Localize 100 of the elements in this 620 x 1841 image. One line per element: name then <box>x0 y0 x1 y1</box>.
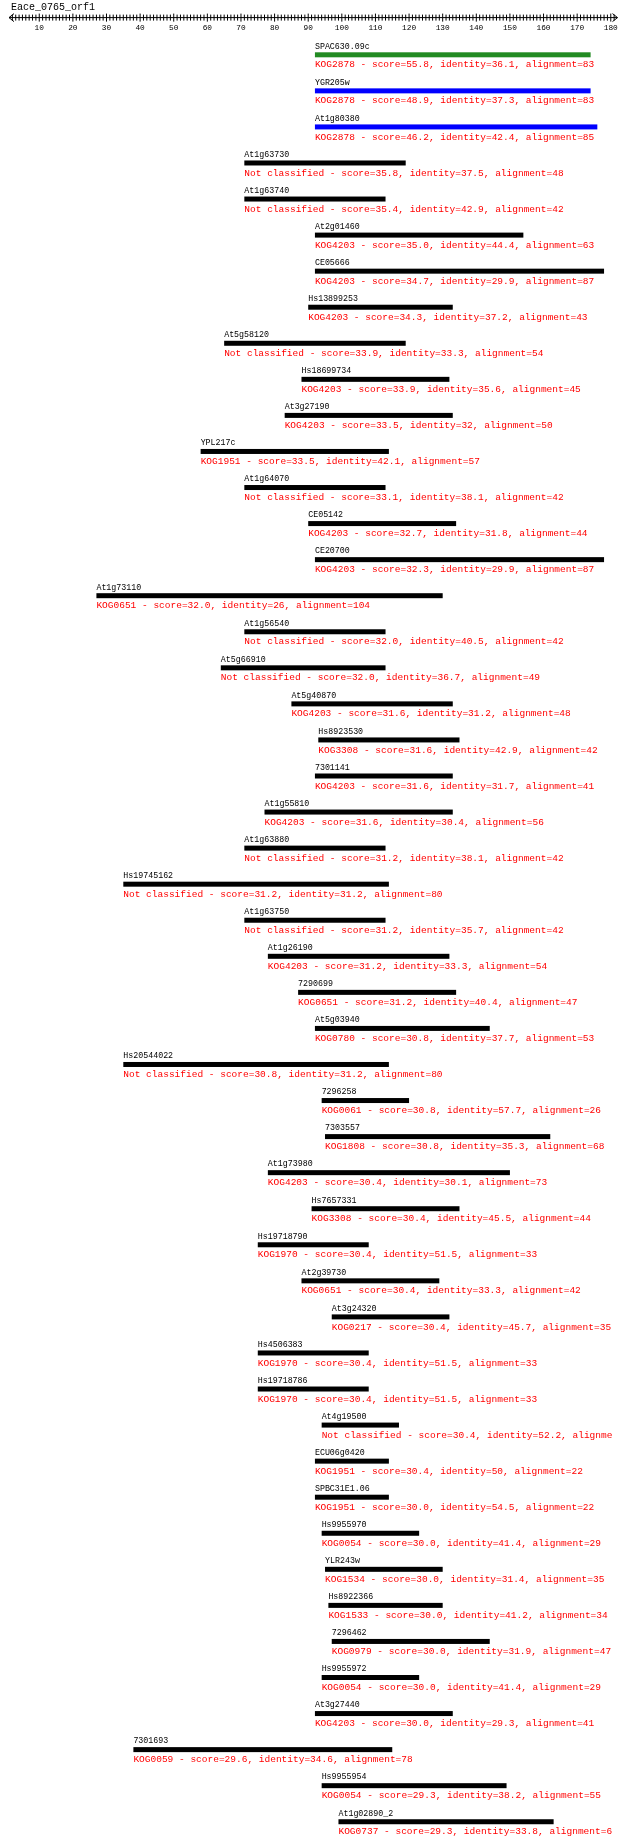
bar <box>311 1206 460 1212</box>
annotation: KOG1534 - score=30.0, identity=31.4, alignment=35 <box>325 1573 605 1585</box>
annotation: KOG4203 - score=31.6, identity=31.2, alignment=48 <box>291 708 572 720</box>
bar <box>301 376 450 382</box>
y-tick-label: Hs8922366 <box>328 1592 374 1602</box>
y-tick-label: YGR205w <box>314 77 350 87</box>
bar <box>298 989 457 995</box>
bar <box>321 1098 410 1104</box>
bar <box>321 1422 399 1428</box>
annotation: KOG4203 - score=30.0, identity=29.3, alignment=41 <box>314 1718 595 1730</box>
y-tick-label: 7301693 <box>133 1736 169 1746</box>
y-tick-label: At1g73110 <box>96 582 142 592</box>
y-tick-label: YPL217c <box>200 438 236 448</box>
y-tick-label: Hs18699734 <box>301 366 352 376</box>
y-tick-label: At3g27190 <box>284 402 330 412</box>
annotation: KOG1970 - score=30.4, identity=51.5, alignment=33 <box>257 1357 538 1369</box>
bar <box>314 773 453 779</box>
y-tick-label: At1g73980 <box>267 1159 313 1169</box>
annotation: KOG4203 - score=35.0, identity=44.4, alignment=63 <box>314 239 595 251</box>
annotation: KOG1951 - score=30.0, identity=54.5, alignment=22 <box>314 1501 595 1513</box>
annotation: KOG1951 - score=30.4, identity=50, alignment=22 <box>314 1465 584 1477</box>
annotation: Not classified - score=35.8, identity=37.5, alignment=48 <box>244 167 564 179</box>
bar <box>264 809 453 815</box>
bar <box>257 1350 369 1356</box>
annotation: KOG0651 - score=32.0, identity=26, alignment=104 <box>96 600 371 612</box>
bar <box>308 304 453 310</box>
bar <box>321 1675 420 1680</box>
y-tick-label: Hs19718786 <box>257 1375 308 1385</box>
bar <box>133 1747 393 1753</box>
annotation: KOG0651 - score=30.4, identity=33.3, alignment=42 <box>301 1285 582 1297</box>
annotation: Not classified - score=30.4, identity=52.2, alignme <box>321 1429 613 1441</box>
annotation: KOG4203 - score=33.5, identity=32, alignment=50 <box>284 420 553 431</box>
y-tick-label: Hs7657331 <box>311 1195 357 1205</box>
bar <box>244 629 386 635</box>
bar <box>200 448 389 454</box>
annotation: KOG4203 - score=32.3, identity=29.9, alignment=87 <box>314 564 595 576</box>
y-tick-label: At1g02890_2 <box>338 1808 394 1818</box>
bar <box>301 1278 440 1284</box>
bar <box>331 1638 490 1644</box>
bar <box>257 1386 369 1392</box>
annotation: KOG4203 - score=34.3, identity=37.2, alignment=43 <box>308 311 588 323</box>
y-tick-label: Hs19745162 <box>123 870 174 880</box>
annotation: Not classified - score=30.8, identity=31.2, alignment=80 <box>123 1069 443 1081</box>
annotation: KOG1970 - score=30.4, identity=51.5, alignment=33 <box>257 1249 538 1261</box>
annotation: KOG0780 - score=30.8, identity=37.7, alignment=53 <box>314 1033 595 1045</box>
annotation: Not classified - score=32.0, identity=36.7, alignment=49 <box>220 672 541 684</box>
y-tick-label: Hs13899253 <box>308 294 359 304</box>
bar <box>267 1170 510 1176</box>
bar <box>325 1134 551 1140</box>
bar <box>267 953 450 959</box>
bar <box>314 1458 389 1464</box>
y-tick-label: Hs19718790 <box>257 1231 308 1241</box>
bar <box>244 845 386 851</box>
y-tick-label: At2g01460 <box>314 221 360 231</box>
y-tick-label: 7296462 <box>331 1628 367 1638</box>
bar <box>224 340 406 346</box>
y-tick-label: Hs9955972 <box>321 1664 367 1674</box>
bar <box>321 1530 420 1536</box>
bar <box>220 665 386 671</box>
y-tick-label: At1g63750 <box>244 907 290 917</box>
annotation: Not classified - score=33.1, identity=38.1, alignment=42 <box>244 492 564 504</box>
annotation: Not classified - score=33.9, identity=33.3, alignment=54 <box>224 347 544 359</box>
y-tick-label: 7301141 <box>314 762 350 772</box>
bar <box>314 52 591 58</box>
annotation: KOG4203 - score=30.4, identity=30.1, alignment=73 <box>267 1177 548 1189</box>
bar <box>314 268 605 274</box>
bar <box>308 521 457 527</box>
y-tick-label: At1g80380 <box>314 113 360 123</box>
y-tick-label: At1g63730 <box>244 149 290 159</box>
annotation: KOG0737 - score=29.3, identity=33.8, alignment=6 <box>338 1826 613 1838</box>
bar <box>96 593 443 599</box>
y-tick-label: At1g63880 <box>244 834 290 844</box>
annotation: KOG0979 - score=30.0, identity=31.9, alignment=47 <box>331 1646 612 1658</box>
annotation: KOG1970 - score=30.4, identity=51.5, alignment=33 <box>257 1393 538 1405</box>
y-tick-label: 7296258 <box>321 1087 357 1097</box>
bar <box>244 160 406 166</box>
bar <box>284 412 453 418</box>
bar <box>314 1025 490 1031</box>
bar <box>331 1314 450 1320</box>
y-tick-label: At5g58120 <box>224 330 269 340</box>
annotation: Not classified - score=35.4, identity=42.9, alignment=42 <box>244 203 564 215</box>
y-tick-label: YLR243w <box>325 1556 360 1566</box>
y-tick-label: At3g27440 <box>314 1700 360 1710</box>
bar <box>244 917 386 923</box>
y-tick-label: CE05142 <box>308 510 344 520</box>
y-tick-label: At5g40870 <box>291 690 337 700</box>
annotation: KOG0217 - score=30.4, identity=45.7, alignment=35 <box>331 1321 612 1333</box>
y-tick-label: At2g39730 <box>301 1267 347 1277</box>
annotation: KOG0054 - score=30.0, identity=41.4, alignment=29 <box>321 1682 602 1694</box>
y-tick-label: At1g64070 <box>244 474 290 484</box>
y-tick-label: At1g63740 <box>244 185 290 195</box>
y-tick-label: At3g24320 <box>331 1303 377 1313</box>
bar <box>338 1819 554 1825</box>
y-tick-label: At1g55810 <box>264 798 310 808</box>
y-tick-label: At1g56540 <box>244 618 290 628</box>
annotation: KOG3308 - score=30.4, identity=45.5, alignment=44 <box>311 1213 592 1225</box>
annotation: KOG3308 - score=31.6, identity=42.9, alignment=42 <box>318 744 598 756</box>
annotation: KOG0054 - score=30.0, identity=41.4, alignment=29 <box>321 1537 602 1549</box>
y-tick-label: ECU06g0420 <box>314 1447 365 1457</box>
annotation: Not classified - score=31.2, identity=35.7, alignment=42 <box>244 924 564 936</box>
